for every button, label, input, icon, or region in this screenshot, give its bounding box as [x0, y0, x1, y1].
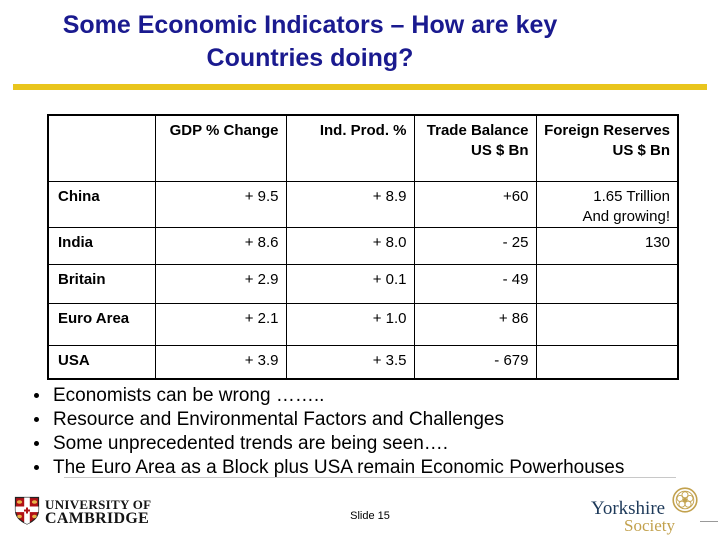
reserves-line-2: And growing!	[582, 207, 670, 225]
ind-prod-value: + 0.1	[285, 263, 415, 304]
bullet-dot-icon	[34, 441, 39, 446]
title-underline-bar	[13, 84, 707, 90]
slide-number: Slide 15	[350, 510, 390, 522]
bullet-dot-icon	[34, 465, 39, 470]
bullet-list: Economists can be wrong …….. Resource an…	[32, 384, 702, 480]
header-gdp-change: GDP % Change	[154, 114, 287, 182]
ind-prod-value: + 1.0	[285, 302, 415, 346]
header-foreign-reserves-label: Foreign Reserves	[544, 122, 670, 139]
bullet-dot-icon	[34, 393, 39, 398]
table-row-euro-area: Euro Area + 2.1 + 1.0 + 86	[47, 302, 679, 346]
header-country-blank	[47, 114, 156, 182]
trade-balance-value: +60	[413, 180, 537, 228]
header-trade-balance: Trade Balance US $ Bn	[413, 114, 537, 182]
yorkshire-wordmark: Yorkshire	[591, 498, 666, 519]
table-row-china: China + 9.5 + 8.9 +60 1.65 Trillion And …	[47, 180, 679, 228]
table-row-india: India + 8.6 + 8.0 - 25 130	[47, 226, 679, 265]
footer-divider-line	[64, 477, 676, 478]
yorkshire-society-logo: Yorkshire Society	[586, 484, 720, 534]
yorkshire-rose-icon	[672, 487, 698, 513]
row-label: China	[47, 180, 156, 228]
bullet-item: The Euro Area as a Block plus USA remain…	[32, 456, 702, 479]
trade-balance-value: - 679	[413, 344, 537, 380]
bullet-text: Resource and Environmental Factors and C…	[53, 409, 504, 430]
table-header-row: GDP % Change Ind. Prod. % Trade Balance …	[47, 114, 679, 182]
reserves-value: 1.65 Trillion And growing!	[535, 180, 679, 228]
bullet-item: Economists can be wrong ……..	[32, 384, 702, 407]
gdp-value: + 2.1	[154, 302, 287, 346]
cambridge-wordmark-line-2: CAMBRIDGE	[45, 510, 150, 527]
bullet-item: Some unprecedented trends are being seen…	[32, 432, 702, 455]
row-label: India	[47, 226, 156, 265]
row-label: Britain	[47, 263, 156, 304]
header-trade-balance-unit: US $ Bn	[470, 142, 529, 159]
header-foreign-reserves-unit: US $ Bn	[612, 142, 670, 159]
bullet-dot-icon	[34, 417, 39, 422]
cambridge-wordmark-line-1: UNIVERSITY OF	[45, 497, 152, 512]
bullet-text: Some unprecedented trends are being seen…	[53, 433, 449, 454]
header-ind-prod: Ind. Prod. %	[285, 114, 415, 182]
ind-prod-value: + 8.0	[285, 226, 415, 265]
gdp-value: + 8.6	[154, 226, 287, 265]
gdp-value: + 9.5	[154, 180, 287, 228]
header-trade-balance-label: Trade Balance	[426, 122, 529, 139]
cambridge-shield-icon	[14, 496, 40, 525]
reserves-value	[535, 344, 679, 380]
yorkshire-logo-rule	[700, 521, 718, 522]
bullet-text: Economists can be wrong ……..	[53, 385, 325, 406]
gdp-value: + 3.9	[154, 344, 287, 380]
reserves-value	[535, 302, 679, 346]
economic-indicators-table: GDP % Change Ind. Prod. % Trade Balance …	[47, 114, 679, 380]
table-row-usa: USA + 3.9 + 3.5 - 679	[47, 344, 679, 380]
trade-balance-value: - 25	[413, 226, 537, 265]
ind-prod-value: + 8.9	[285, 180, 415, 228]
trade-balance-value: + 86	[413, 302, 537, 346]
table-row-britain: Britain + 2.9 + 0.1 - 49	[47, 263, 679, 304]
reserves-line-1: 1.65 Trillion	[593, 187, 670, 205]
reserves-value: 130	[535, 226, 679, 265]
cambridge-wordmark: UNIVERSITY OF CAMBRIDGE	[45, 496, 151, 527]
bullet-text: The Euro Area as a Block plus USA remain…	[53, 457, 625, 478]
gdp-value: + 2.9	[154, 263, 287, 304]
slide-title-line-1: Some Economic Indicators – How are key	[62, 11, 558, 39]
ind-prod-value: + 3.5	[285, 344, 415, 380]
trade-balance-value: - 49	[413, 263, 537, 304]
slide-title: Some Economic Indicators – How are key C…	[10, 9, 610, 75]
row-label: Euro Area	[47, 302, 156, 346]
reserves-value	[535, 263, 679, 304]
slide-title-line-2: Countries doing?	[206, 44, 414, 72]
row-label: USA	[47, 344, 156, 380]
header-foreign-reserves: Foreign Reserves US $ Bn	[535, 114, 679, 182]
bullet-item: Resource and Environmental Factors and C…	[32, 408, 702, 431]
society-wordmark: Society	[624, 516, 675, 535]
university-of-cambridge-logo: UNIVERSITY OF CAMBRIDGE	[14, 496, 151, 527]
